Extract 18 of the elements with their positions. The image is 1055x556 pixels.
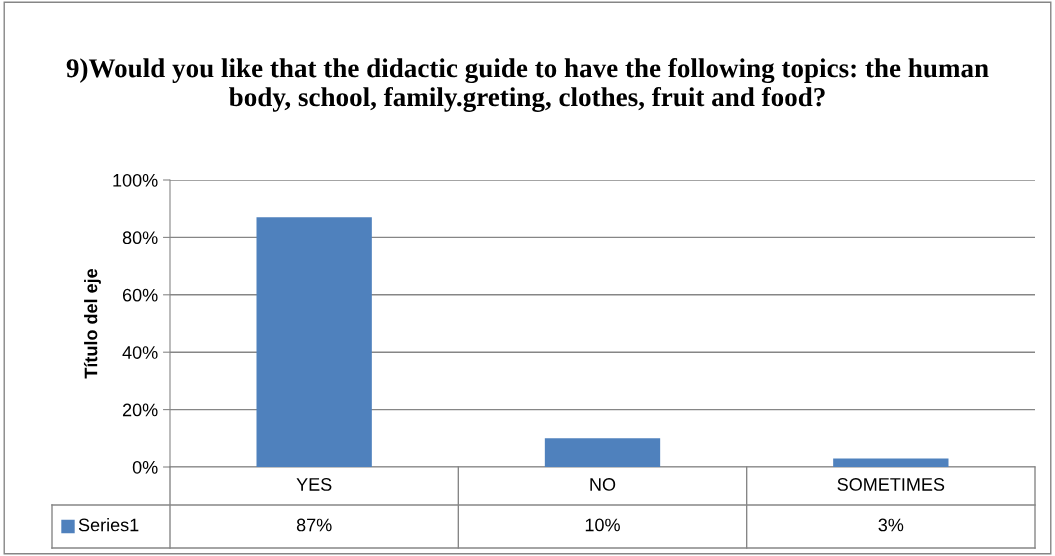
y-tick-label: 40%: [122, 346, 158, 359]
data-label: 10%: [585, 518, 620, 532]
y-tick-label: 100%: [113, 173, 158, 187]
y-tick-label: 0%: [132, 460, 158, 474]
data-label: 3%: [878, 518, 904, 532]
bar: [544, 438, 661, 467]
bar: [256, 217, 372, 467]
bar: [833, 458, 949, 467]
x-tick-label: NO: [590, 478, 616, 491]
x-tick-label: SOMETIMES: [837, 478, 945, 491]
data-label: 87%: [296, 518, 332, 532]
chart-title: 9)Would you like that the didactic guide to have the following topics: the human body, school, family.greting, clothes, fruit and food?: [66, 58, 989, 112]
x-tick-label: YES: [296, 478, 332, 491]
legend-label: Series1: [78, 518, 139, 532]
y-tick-label: 80%: [122, 231, 158, 245]
y-tick-label: 20%: [122, 403, 158, 417]
y-axis-title: Título del eje: [83, 268, 101, 379]
y-tick-label: 60%: [122, 288, 158, 302]
